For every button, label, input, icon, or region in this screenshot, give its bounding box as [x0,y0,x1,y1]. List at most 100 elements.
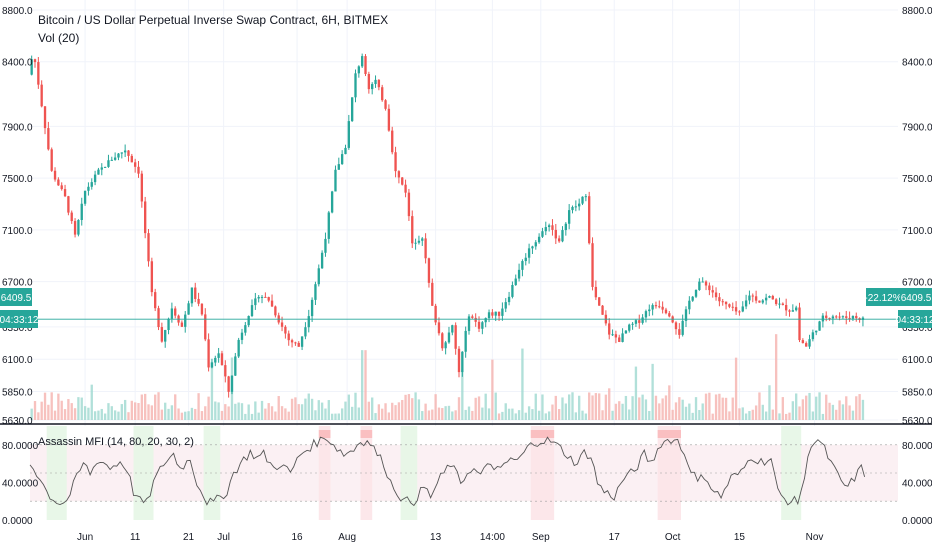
volume-bar [250,413,254,420]
volume-bar [721,397,724,420]
volume-bar [724,397,728,420]
candle-body [437,322,441,334]
time-tick: 17 [609,532,621,543]
candle-body [711,290,714,293]
candle-body [290,340,294,343]
candle-body [337,164,340,170]
candle-body [491,312,494,316]
volume-bar [501,411,504,420]
overbought-band [360,430,373,438]
volume-bar [287,411,290,420]
candle-body [361,56,364,67]
candle-body [37,62,40,85]
volume-bar [147,404,150,420]
candle-body [451,325,454,333]
right-price-tick: 7900.0 [902,122,932,133]
candle-body [691,296,694,301]
right-price-axis[interactable]: 8800.0 8400.0 7900.0 7500.0 7100.0 6700.0 6350… [902,6,932,427]
candle-body [167,318,170,330]
candle-body [174,308,177,316]
candle-body [431,282,434,306]
volume-bar [47,404,50,420]
volume-bar [651,363,654,420]
volume-bar [384,403,387,420]
volume-bar [661,398,664,420]
candle-body [123,150,127,153]
time-axis[interactable]: Jun 11 21 Jul 16 Aug 13 14:00 Sep 17 Oct 15 Nov [77,532,823,543]
candle-body [504,302,507,309]
volume-bar [133,402,137,420]
candle-body [457,348,461,373]
candle-body [534,242,537,247]
volume-bar [701,403,704,420]
volume-label: Vol (20) [38,31,80,45]
candle-body [40,84,43,107]
volume-bar [784,413,788,420]
candle-body [708,285,711,291]
mfi-left-tick: 40.0000 [2,478,39,489]
volume-bar [801,399,805,420]
candle-body [200,303,204,315]
volume-bar [160,409,164,420]
volume-bar [441,408,444,420]
candle-body [93,174,97,183]
candle-body [244,325,247,333]
candle-body [701,281,704,283]
volume-bar [808,392,811,420]
volume-bar [714,394,718,420]
left-price-tick: 8400.0 [2,58,33,69]
left-price-axis[interactable]: 8800.0 8400.0 7900.0 7500.0 7100.0 6700.0 6350… [2,6,33,427]
volume-bar [431,409,434,420]
volume-bar [641,394,644,420]
volume-bar [344,401,347,420]
volume-bar [811,411,815,420]
candle-body [651,305,654,310]
candle-body [50,149,53,171]
volume-bar [718,393,721,420]
candle-body [704,281,708,286]
mfi-left-tick: 0.0000 [2,516,33,527]
candle-body [601,305,604,315]
volume-bar [474,397,477,420]
volume-bar [487,408,491,420]
volume-bar [541,394,544,420]
volume-bar [591,395,594,420]
candle-body [501,308,504,316]
candle-body [324,238,327,253]
volume-bar [634,366,638,420]
countdown-right: 04:33:12 [896,315,932,326]
volume-bar [317,400,320,420]
volume-bar [457,397,461,420]
candle-body [240,332,244,340]
volume-bar [123,399,127,420]
candle-body [320,252,324,269]
candle-body [381,87,384,101]
candle-body [224,365,227,377]
candle-body [561,230,564,242]
volume-bar [297,404,300,420]
volume-bar [838,400,841,420]
countdown-badge-right: 04:33:12 [896,310,932,328]
volume-bar [511,408,514,420]
candle-body [344,147,347,155]
volume-bar [70,403,73,420]
candle-body [284,326,287,334]
volume-bar [207,396,210,420]
volume-bar [791,401,795,420]
candle-body [521,261,524,270]
candle-body [831,316,835,319]
candle-body [70,212,73,222]
right-price-tick: 7500.0 [902,174,932,185]
volume-bar [217,402,220,420]
mfi-right-tick: 40.0000 [902,478,932,489]
price-pane[interactable] [30,0,898,422]
volume-bar [584,413,588,420]
volume-bar [73,408,77,420]
volume-bar [601,410,604,420]
volume-bar [631,396,634,420]
candle-body [204,314,207,340]
candle-body [350,97,354,122]
candle-body [97,169,100,175]
candle-body [851,315,855,319]
